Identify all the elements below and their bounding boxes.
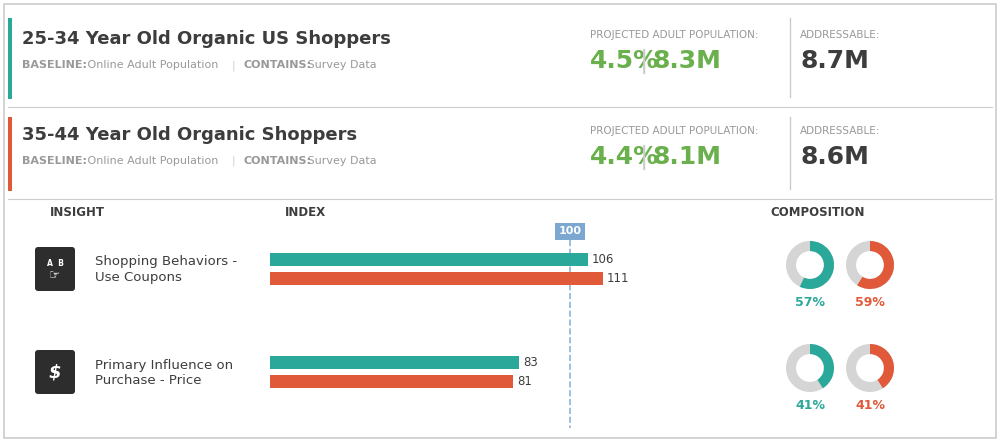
Text: Use Coupons: Use Coupons bbox=[95, 271, 182, 283]
Bar bbox=[270, 272, 603, 285]
Wedge shape bbox=[786, 241, 834, 289]
Wedge shape bbox=[846, 344, 894, 392]
Wedge shape bbox=[870, 344, 894, 388]
Text: Primary Influence on: Primary Influence on bbox=[95, 358, 233, 371]
Text: Purchase - Price: Purchase - Price bbox=[95, 373, 202, 386]
FancyBboxPatch shape bbox=[35, 350, 75, 394]
Text: Online Adult Population: Online Adult Population bbox=[84, 156, 218, 166]
Wedge shape bbox=[800, 241, 834, 289]
Bar bbox=[8, 117, 12, 191]
Text: |: | bbox=[640, 145, 648, 169]
Text: COMPOSITION: COMPOSITION bbox=[770, 206, 864, 220]
Text: 4.5%: 4.5% bbox=[590, 50, 659, 73]
Bar bbox=[270, 375, 513, 388]
Text: INSIGHT: INSIGHT bbox=[50, 206, 105, 220]
Text: INDEX: INDEX bbox=[285, 206, 326, 220]
Text: 59%: 59% bbox=[855, 296, 885, 309]
Text: 4.4%: 4.4% bbox=[590, 145, 659, 169]
FancyBboxPatch shape bbox=[555, 223, 585, 240]
Wedge shape bbox=[786, 344, 834, 392]
Text: PROJECTED ADULT POPULATION:: PROJECTED ADULT POPULATION: bbox=[590, 30, 759, 41]
FancyBboxPatch shape bbox=[35, 247, 75, 291]
Text: BASELINE:: BASELINE: bbox=[22, 61, 87, 71]
Bar bbox=[8, 18, 12, 99]
Text: PROJECTED ADULT POPULATION:: PROJECTED ADULT POPULATION: bbox=[590, 126, 759, 136]
Text: 106: 106 bbox=[592, 253, 614, 266]
Text: 111: 111 bbox=[607, 272, 630, 285]
Text: Survey Data: Survey Data bbox=[304, 156, 377, 166]
Text: Survey Data: Survey Data bbox=[304, 61, 377, 71]
Text: ADDRESSABLE:: ADDRESSABLE: bbox=[800, 30, 880, 41]
Bar bbox=[270, 253, 588, 266]
Text: ADDRESSABLE:: ADDRESSABLE: bbox=[800, 126, 880, 136]
Text: |: | bbox=[232, 156, 236, 166]
Text: 8.3M: 8.3M bbox=[652, 50, 721, 73]
Text: 81: 81 bbox=[517, 375, 532, 388]
Text: A  B: A B bbox=[47, 259, 63, 267]
Text: Online Adult Population: Online Adult Population bbox=[84, 61, 218, 71]
Text: |: | bbox=[232, 60, 236, 71]
Bar bbox=[270, 356, 519, 369]
FancyBboxPatch shape bbox=[4, 4, 996, 438]
Text: Shopping Behaviors -: Shopping Behaviors - bbox=[95, 255, 237, 268]
Text: 41%: 41% bbox=[855, 399, 885, 412]
Text: 100: 100 bbox=[558, 226, 582, 236]
Text: |: | bbox=[640, 49, 648, 74]
Text: ☞: ☞ bbox=[49, 270, 61, 282]
Text: CONTAINS:: CONTAINS: bbox=[244, 61, 312, 71]
Text: 35-44 Year Old Organic Shoppers: 35-44 Year Old Organic Shoppers bbox=[22, 126, 357, 144]
Text: 57%: 57% bbox=[795, 296, 825, 309]
Wedge shape bbox=[810, 344, 834, 388]
Text: BASELINE:: BASELINE: bbox=[22, 156, 87, 166]
Text: 25-34 Year Old Organic US Shoppers: 25-34 Year Old Organic US Shoppers bbox=[22, 30, 391, 49]
Wedge shape bbox=[846, 241, 894, 289]
Text: $: $ bbox=[49, 363, 61, 381]
Text: CONTAINS:: CONTAINS: bbox=[244, 156, 312, 166]
Text: 8.1M: 8.1M bbox=[652, 145, 721, 169]
Text: 8.7M: 8.7M bbox=[800, 50, 869, 73]
Wedge shape bbox=[857, 241, 894, 289]
Text: 41%: 41% bbox=[795, 399, 825, 412]
Text: 83: 83 bbox=[523, 356, 538, 369]
Text: 8.6M: 8.6M bbox=[800, 145, 869, 169]
